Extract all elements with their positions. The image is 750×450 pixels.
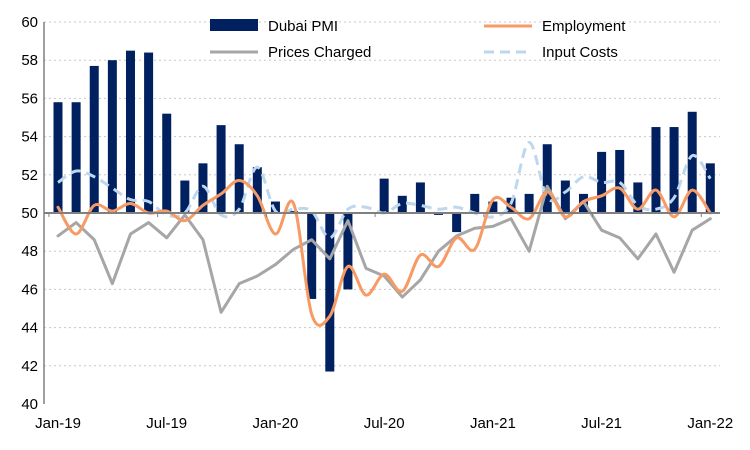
legend-item-input-costs: Input Costs xyxy=(484,44,618,61)
bar-pmi-May-21 xyxy=(560,180,570,213)
x-tick-label: Jan-20 xyxy=(253,415,299,432)
bar-pmi-Oct-19 xyxy=(216,125,226,213)
bar-pmi-Nov-19 xyxy=(234,144,244,213)
bar-pmi-Nov-20 xyxy=(452,213,462,233)
bar-pmi-Jan-20 xyxy=(270,201,280,213)
bar-pmi-Apr-21 xyxy=(542,144,552,213)
legend-label: Prices Charged xyxy=(268,44,371,61)
bar-pmi-Sep-21 xyxy=(633,182,643,213)
line-prices-charged xyxy=(56,184,712,314)
y-tick-label: 44 xyxy=(21,320,38,337)
bar-pmi-Jul-21 xyxy=(597,151,607,213)
y-tick-label: 54 xyxy=(21,129,38,146)
axes: 40 42 44 46 48 50 52 54 56 58 60 Jan-19 Jul-19 Jan-20… xyxy=(21,14,733,432)
bar-pmi-Mar-21 xyxy=(524,193,534,213)
bar-pmi-Jul-19 xyxy=(162,113,172,213)
bar-pmi-Feb-21 xyxy=(506,197,516,213)
y-tick-label: 58 xyxy=(21,52,38,69)
x-tick-label: Jul-20 xyxy=(364,415,405,432)
bar-pmi-Apr-20 xyxy=(325,213,335,372)
bar-pmi-Aug-19 xyxy=(180,180,190,213)
bar-pmi-Apr-19 xyxy=(107,60,117,214)
x-tick-label: Jul-19 xyxy=(146,415,187,432)
bar-pmi-Mar-20 xyxy=(307,213,317,299)
legend-item-dubai-pmi: Dubai PMI xyxy=(210,18,338,35)
bar-pmi-May-20 xyxy=(343,213,353,290)
x-tick-label: Jan-19 xyxy=(35,415,81,432)
bar-series xyxy=(53,50,715,372)
bar-pmi-Nov-21 xyxy=(669,127,679,213)
bar-pmi-Mar-19 xyxy=(89,65,99,214)
y-tick-label: 42 xyxy=(21,358,38,375)
line-employment xyxy=(56,179,712,327)
y-tick-label: 46 xyxy=(21,281,38,298)
legend-item-employment: Employment xyxy=(484,18,626,35)
legend-label: Employment xyxy=(542,18,626,35)
x-tick-label: Jan-22 xyxy=(687,415,733,432)
legend: Dubai PMI Employment Prices Charged Input C… xyxy=(210,18,626,61)
bar-pmi-Dec-21 xyxy=(687,111,697,213)
legend-item-prices-charged: Prices Charged xyxy=(210,44,371,61)
bar-pmi-Aug-20 xyxy=(397,195,407,213)
y-tick-label: 60 xyxy=(21,14,38,31)
x-tick-label: Jul-21 xyxy=(581,415,622,432)
legend-label: Input Costs xyxy=(542,44,618,61)
bar-pmi-Jan-22 xyxy=(705,163,715,213)
x-tick-label: Jan-21 xyxy=(470,415,516,432)
bar-pmi-Oct-21 xyxy=(651,127,661,213)
y-tick-label: 52 xyxy=(21,167,38,184)
bar-pmi-Jan-21 xyxy=(488,201,498,213)
bar-pmi-Feb-19 xyxy=(71,102,81,213)
bar-pmi-Dec-19 xyxy=(252,167,262,213)
y-tick-label: 40 xyxy=(21,396,38,413)
bar-pmi-Jan-19 xyxy=(53,102,63,213)
bar-pmi-Dec-20 xyxy=(470,193,480,213)
bar-pmi-Jun-19 xyxy=(144,52,154,214)
y-tick-label: 50 xyxy=(21,205,38,222)
y-tick-label: 48 xyxy=(21,243,38,260)
y-tick-label: 56 xyxy=(21,90,38,107)
bar-pmi-May-19 xyxy=(125,50,135,214)
bar-pmi-Sep-19 xyxy=(198,163,208,213)
legend-swatch xyxy=(210,19,258,31)
legend-label: Dubai PMI xyxy=(268,18,338,35)
bar-pmi-Aug-21 xyxy=(615,149,625,213)
bar-pmi-Sep-20 xyxy=(415,182,425,213)
line-series xyxy=(56,140,712,327)
bar-pmi-Jul-20 xyxy=(379,178,389,213)
